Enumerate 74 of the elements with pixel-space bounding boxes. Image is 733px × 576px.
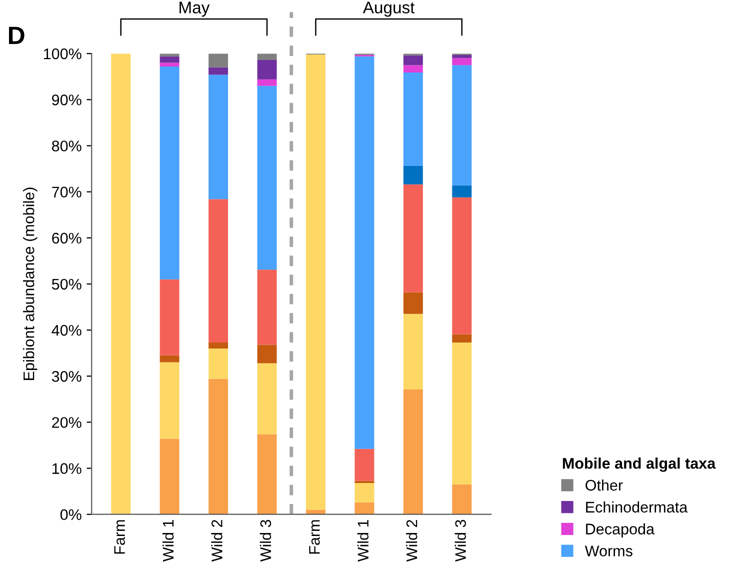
y-tick-label: 80% xyxy=(52,140,82,152)
bar xyxy=(354,483,374,502)
x-tick-label: Wild 1 xyxy=(162,520,174,562)
bar xyxy=(257,363,277,434)
bar xyxy=(354,502,374,514)
text: D xyxy=(9,26,24,44)
x-tick-label: Wild 2 xyxy=(211,520,222,562)
y-tick-label: 100% xyxy=(44,48,82,60)
y-tick-label: 20% xyxy=(52,417,82,428)
bar xyxy=(257,79,277,86)
bar xyxy=(403,389,423,514)
bar xyxy=(452,185,472,198)
bar xyxy=(160,56,180,63)
bar xyxy=(160,54,180,56)
bar xyxy=(403,72,423,166)
bar xyxy=(257,344,277,364)
bar xyxy=(403,65,423,72)
bar xyxy=(208,378,228,514)
bar xyxy=(403,292,423,314)
bar xyxy=(403,314,423,390)
bar xyxy=(208,54,228,68)
bar xyxy=(208,67,228,75)
bar xyxy=(452,334,472,342)
text: August xyxy=(362,2,415,17)
bar xyxy=(354,480,374,484)
bar xyxy=(403,184,423,292)
bar xyxy=(354,56,374,449)
bar xyxy=(160,62,180,66)
y-tick-label: 30% xyxy=(52,370,82,382)
text: May xyxy=(180,2,210,17)
x-tick-label: Wild 1 xyxy=(357,520,369,562)
x-tick-label: Wild 3 xyxy=(454,520,466,562)
bar xyxy=(160,438,180,514)
bar xyxy=(257,434,277,514)
bar xyxy=(354,448,374,481)
bar xyxy=(111,54,131,514)
x-tick-label: Wild 3 xyxy=(260,520,272,562)
bar xyxy=(452,65,472,186)
x-tick-label: Farm xyxy=(309,520,320,554)
bar xyxy=(160,66,180,280)
x-tick-label: Wild 2 xyxy=(406,520,418,562)
bar xyxy=(452,342,472,484)
bar xyxy=(208,348,228,379)
x-tick-label: Farm xyxy=(114,520,125,554)
bar xyxy=(160,355,180,362)
y-tick-label: 0% xyxy=(60,509,82,520)
bar xyxy=(452,484,472,514)
legend-label: Worms xyxy=(584,546,632,556)
bar xyxy=(208,74,228,200)
bar xyxy=(403,55,423,66)
bar xyxy=(257,86,277,270)
y-tick-label: 70% xyxy=(52,186,82,198)
bar xyxy=(452,197,472,334)
y-tick-label: 40% xyxy=(52,324,82,336)
bar xyxy=(208,199,228,342)
bar xyxy=(257,270,277,345)
legend-label: Other xyxy=(586,479,623,491)
bar xyxy=(160,279,180,356)
bar xyxy=(257,60,277,80)
bar xyxy=(306,54,326,510)
bar xyxy=(257,54,277,60)
y-axis-title: Epibiont abundance (mobile) xyxy=(23,188,38,380)
bar xyxy=(160,362,180,439)
y-tick-label: 10% xyxy=(52,463,82,474)
y-tick-label: 60% xyxy=(52,232,82,244)
legend-title: Mobile and algal taxa xyxy=(562,458,716,472)
y-tick-label: 50% xyxy=(52,278,82,290)
bar xyxy=(403,166,423,184)
bar xyxy=(452,54,472,58)
bar xyxy=(208,342,228,348)
legend-label: Decapoda xyxy=(586,523,654,538)
legend-label: Echinodermata xyxy=(586,501,688,513)
bar xyxy=(452,58,472,66)
y-tick-label: 90% xyxy=(52,94,82,106)
